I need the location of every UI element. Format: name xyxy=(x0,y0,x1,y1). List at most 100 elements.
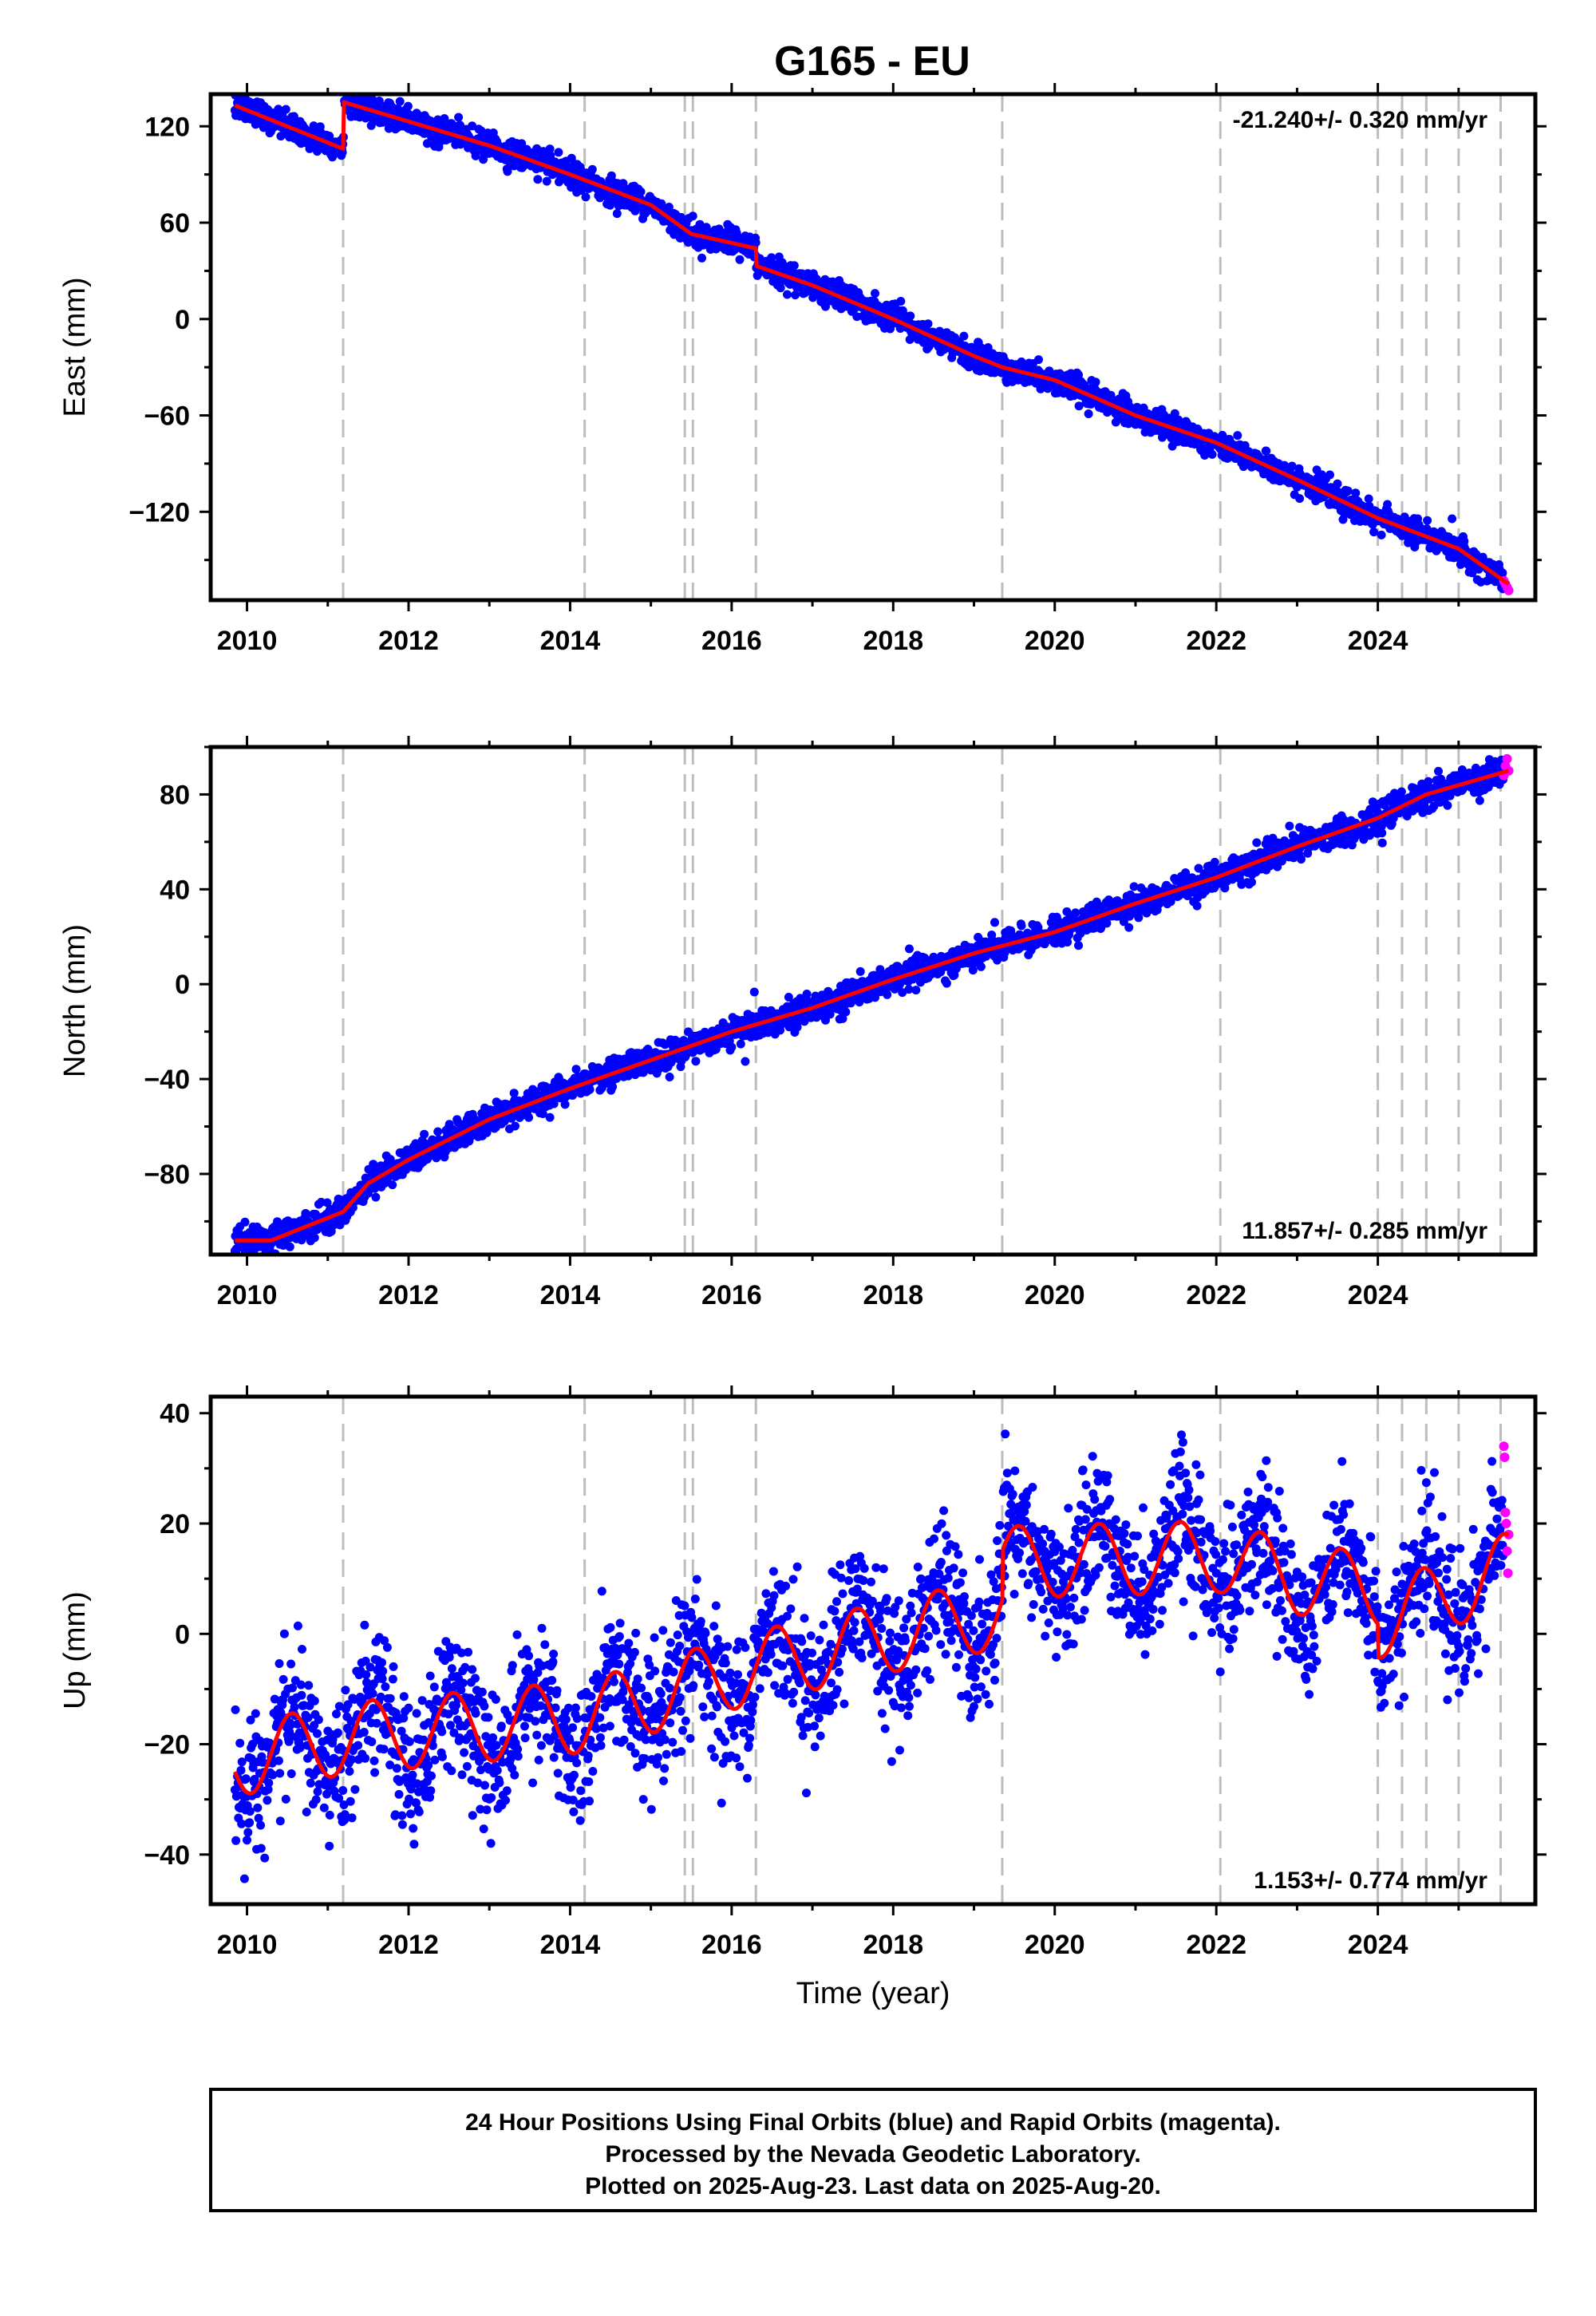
data-point xyxy=(1460,536,1469,546)
data-point xyxy=(767,253,776,263)
data-point xyxy=(1210,857,1219,867)
data-point xyxy=(741,1057,750,1066)
data-point xyxy=(585,1085,595,1094)
data-point xyxy=(883,990,892,999)
figure-title: G165 - EU xyxy=(774,38,970,85)
x-tick-label: 2014 xyxy=(540,626,601,656)
data-point xyxy=(545,144,555,154)
data-point xyxy=(422,139,432,148)
data-point xyxy=(338,148,347,157)
data-point xyxy=(735,255,745,264)
east-panel: 2010 2012 2014 2016 2018 2020 2022 2024120600−6… xyxy=(58,83,1547,656)
data-point xyxy=(749,987,759,997)
north-final-orbit-points xyxy=(230,755,1507,1255)
data-point xyxy=(517,139,527,148)
data-point xyxy=(1383,500,1393,509)
data-point xyxy=(310,1233,319,1243)
data-point xyxy=(1297,855,1306,864)
data-point xyxy=(393,105,403,113)
data-point xyxy=(1262,446,1271,456)
data-point xyxy=(1498,568,1507,578)
data-point xyxy=(1069,391,1079,401)
data-point xyxy=(923,319,933,329)
data-point xyxy=(783,290,792,299)
data-point xyxy=(665,1073,674,1081)
data-point xyxy=(776,283,785,293)
data-point xyxy=(636,187,646,196)
data-point xyxy=(736,1039,745,1049)
data-point xyxy=(1034,355,1043,365)
data-point xyxy=(905,944,914,954)
data-point xyxy=(581,192,591,202)
x-tick-label: 2022 xyxy=(1186,626,1246,656)
data-point xyxy=(1369,528,1379,537)
data-point xyxy=(688,211,697,221)
data-point xyxy=(751,238,760,247)
data-point xyxy=(285,1242,294,1251)
data-point xyxy=(638,1068,648,1077)
data-point xyxy=(1377,828,1387,838)
data-point xyxy=(871,289,879,298)
data-point xyxy=(587,164,597,174)
east-plot-frame xyxy=(208,92,1538,603)
data-point xyxy=(371,1192,381,1202)
data-point xyxy=(371,84,380,93)
data-point xyxy=(1017,921,1026,931)
data-point xyxy=(1074,401,1084,411)
x-tick-label: 2020 xyxy=(1025,626,1085,656)
data-point xyxy=(821,302,830,311)
data-point xyxy=(1285,821,1294,831)
data-point xyxy=(791,290,800,300)
data-point xyxy=(714,224,724,234)
data-point xyxy=(1192,901,1202,911)
data-point xyxy=(727,1042,737,1052)
data-point xyxy=(1364,494,1373,504)
data-point xyxy=(289,112,298,121)
data-point xyxy=(983,343,993,352)
data-point xyxy=(990,918,999,927)
data-point xyxy=(1074,370,1083,380)
east-model-line xyxy=(233,100,1511,586)
data-point xyxy=(545,1113,555,1122)
data-point xyxy=(524,1113,534,1122)
data-point xyxy=(942,978,951,988)
data-point xyxy=(231,1244,241,1254)
data-point xyxy=(612,209,622,219)
data-point xyxy=(697,253,706,263)
y-tick-label: 60 xyxy=(160,208,190,239)
rapid-orbit-point xyxy=(1503,585,1514,595)
data-point xyxy=(546,151,555,160)
data-point xyxy=(911,986,921,995)
data-point xyxy=(542,176,551,186)
data-point xyxy=(454,113,464,122)
data-point xyxy=(959,331,969,341)
data-point xyxy=(906,311,915,321)
data-point xyxy=(1377,838,1387,848)
data-point xyxy=(802,990,812,998)
x-tick-label: 2024 xyxy=(1348,626,1408,656)
x-tick-label: 2018 xyxy=(863,626,923,656)
data-point xyxy=(976,962,986,971)
east-y-axis-label: East (mm) xyxy=(58,277,92,417)
data-point xyxy=(511,1121,519,1131)
data-point xyxy=(1333,479,1342,488)
data-point xyxy=(420,1129,429,1139)
data-point xyxy=(1351,488,1361,498)
east-rate-label: -21.240+/- 0.320 mm/yr xyxy=(1233,107,1488,133)
data-point xyxy=(571,1065,581,1074)
data-point xyxy=(503,167,512,176)
data-point xyxy=(1423,516,1432,525)
data-point xyxy=(1124,923,1134,932)
y-tick-label: 0 xyxy=(175,305,190,335)
y-tick-label: −120 xyxy=(128,497,190,528)
east-final-orbit-points xyxy=(230,84,1507,594)
data-point xyxy=(240,1217,250,1227)
data-point xyxy=(468,121,477,131)
data-point xyxy=(1252,838,1262,848)
data-point xyxy=(1233,431,1242,441)
data-point xyxy=(1424,777,1433,786)
data-point xyxy=(1207,449,1217,459)
data-point xyxy=(789,261,799,271)
data-point xyxy=(395,97,405,106)
x-tick-label: 2016 xyxy=(701,626,762,656)
